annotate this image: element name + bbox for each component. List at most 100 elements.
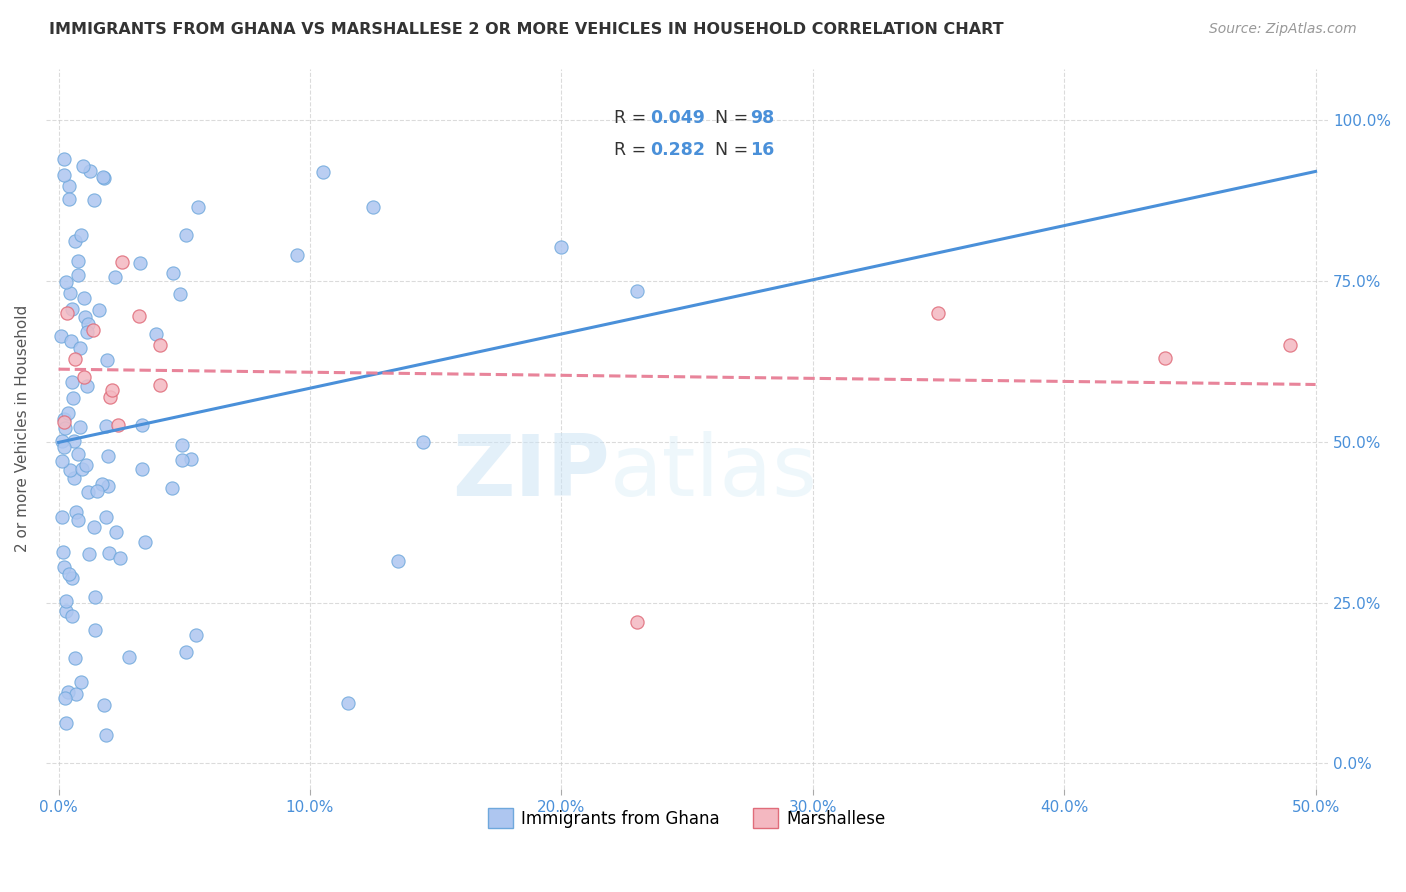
Point bbox=[79, 164, 101, 178]
Point bbox=[162, 266, 184, 280]
Point bbox=[287, 248, 309, 262]
Point bbox=[91, 169, 114, 184]
Point bbox=[83, 193, 105, 207]
Point bbox=[176, 645, 198, 659]
Point bbox=[131, 462, 153, 476]
Point bbox=[55, 715, 77, 730]
Point bbox=[52, 411, 75, 425]
Point bbox=[172, 438, 194, 452]
Legend: Immigrants from Ghana, Marshallese: Immigrants from Ghana, Marshallese bbox=[481, 801, 893, 835]
Point bbox=[145, 327, 167, 342]
Point bbox=[70, 227, 93, 242]
Point bbox=[58, 179, 80, 194]
Point bbox=[149, 338, 172, 352]
Point bbox=[105, 525, 128, 540]
Text: 0.282: 0.282 bbox=[650, 141, 704, 159]
Point bbox=[70, 675, 93, 690]
Point bbox=[96, 353, 118, 368]
Point bbox=[91, 476, 114, 491]
Point bbox=[53, 420, 76, 434]
Text: R =: R = bbox=[614, 141, 652, 159]
Point bbox=[118, 650, 141, 665]
Point bbox=[53, 691, 76, 706]
Point bbox=[97, 479, 120, 493]
Point bbox=[77, 318, 100, 332]
Point bbox=[59, 462, 82, 476]
Point bbox=[52, 544, 75, 558]
Point bbox=[131, 418, 153, 433]
Text: N =: N = bbox=[704, 141, 754, 159]
Point bbox=[58, 566, 80, 581]
Point bbox=[86, 483, 108, 498]
Point bbox=[927, 306, 949, 320]
Point bbox=[72, 159, 94, 173]
Point bbox=[53, 440, 76, 454]
Point bbox=[1279, 338, 1302, 352]
Point bbox=[60, 375, 83, 389]
Point bbox=[160, 481, 183, 495]
Point bbox=[55, 604, 77, 618]
Text: ZIP: ZIP bbox=[453, 431, 610, 514]
Point bbox=[69, 341, 91, 355]
Point bbox=[53, 560, 76, 574]
Point bbox=[311, 164, 333, 178]
Point bbox=[84, 623, 107, 637]
Point bbox=[62, 434, 84, 449]
Point bbox=[84, 590, 107, 604]
Point bbox=[149, 378, 172, 392]
Point bbox=[172, 453, 194, 467]
Text: Source: ZipAtlas.com: Source: ZipAtlas.com bbox=[1209, 22, 1357, 37]
Point bbox=[111, 254, 134, 268]
Point bbox=[128, 309, 150, 323]
Point bbox=[187, 200, 209, 214]
Point bbox=[51, 453, 73, 467]
Text: N =: N = bbox=[704, 109, 754, 127]
Point bbox=[69, 419, 91, 434]
Point bbox=[60, 334, 83, 348]
Point bbox=[626, 284, 648, 298]
Point bbox=[66, 268, 89, 283]
Point bbox=[65, 234, 87, 248]
Point bbox=[58, 192, 80, 206]
Point bbox=[100, 384, 122, 398]
Text: R =: R = bbox=[614, 109, 652, 127]
Point bbox=[550, 240, 572, 254]
Point bbox=[62, 391, 84, 405]
Point bbox=[110, 550, 132, 565]
Point bbox=[52, 168, 75, 182]
Point bbox=[53, 416, 76, 430]
Text: 98: 98 bbox=[749, 109, 775, 127]
Point bbox=[60, 571, 83, 585]
Point bbox=[73, 291, 96, 305]
Point bbox=[129, 256, 152, 270]
Point bbox=[82, 323, 104, 337]
Point bbox=[73, 370, 96, 384]
Point bbox=[79, 547, 101, 561]
Point bbox=[176, 227, 198, 242]
Text: IMMIGRANTS FROM GHANA VS MARSHALLESE 2 OR MORE VEHICLES IN HOUSEHOLD CORRELATION: IMMIGRANTS FROM GHANA VS MARSHALLESE 2 O… bbox=[49, 22, 1004, 37]
Point bbox=[63, 352, 86, 367]
Point bbox=[75, 458, 97, 472]
Point bbox=[59, 286, 82, 301]
Point bbox=[60, 609, 83, 624]
Point bbox=[184, 627, 207, 641]
Point bbox=[104, 269, 127, 284]
Point bbox=[60, 301, 83, 316]
Point bbox=[55, 306, 77, 320]
Point bbox=[336, 696, 359, 710]
Point bbox=[65, 687, 87, 701]
Point bbox=[73, 310, 96, 324]
Point bbox=[626, 615, 648, 629]
Point bbox=[67, 254, 90, 268]
Point bbox=[77, 485, 100, 500]
Point bbox=[56, 685, 79, 699]
Point bbox=[96, 728, 118, 742]
Y-axis label: 2 or more Vehicles in Household: 2 or more Vehicles in Household bbox=[15, 305, 30, 552]
Point bbox=[94, 509, 117, 524]
Point bbox=[98, 390, 121, 404]
Point bbox=[66, 447, 89, 461]
Text: 16: 16 bbox=[749, 141, 775, 159]
Point bbox=[107, 417, 129, 432]
Point bbox=[55, 276, 77, 290]
Text: 0.049: 0.049 bbox=[650, 109, 704, 127]
